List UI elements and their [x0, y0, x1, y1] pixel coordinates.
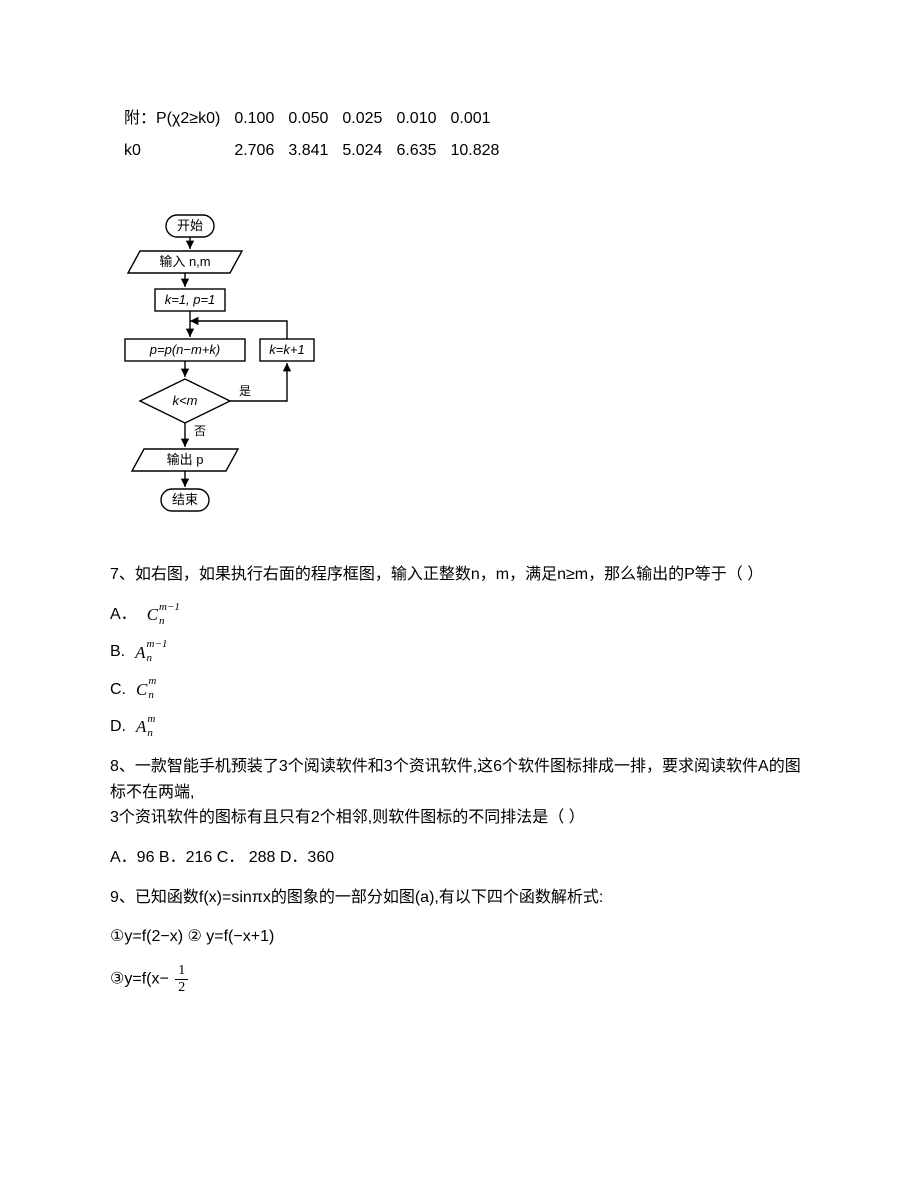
cell-r2-1: 3.841 — [288, 138, 328, 164]
table-row: 附：P(χ2≥k0) 0.100 0.050 0.025 0.010 0.001 — [124, 106, 499, 132]
q9-line3-prefix: ③y=f(x− — [110, 970, 169, 987]
q7-c-sup: m — [148, 677, 156, 687]
chi-square-table: 附：P(χ2≥k0) 0.100 0.050 0.025 0.010 0.001… — [110, 100, 513, 169]
fc-input-label: 输入 n,m — [159, 254, 210, 269]
fc-inc-label: k=k+1 — [269, 342, 304, 357]
q8-line1: 8、一款智能手机预装了3个阅读软件和3个资讯软件,这6个软件图标排成一排，要求阅… — [110, 758, 801, 801]
q7-d-label: D. — [110, 714, 126, 740]
q9-line3: ③y=f(x− 1 2 — [110, 964, 810, 995]
fc-yes-label: 是 — [239, 384, 251, 398]
q9-frac: 1 2 — [175, 964, 188, 995]
fc-cond-label: k<m — [173, 393, 198, 408]
q9-text: 9、已知函数f(x)=sinπx的图象的一部分如图(a),有以下四个函数解析式: — [110, 885, 810, 911]
fc-proc-label: p=p(n−m+k) — [149, 342, 220, 357]
q7-d-sup: m — [147, 715, 155, 725]
q7-c-sub: n — [148, 691, 156, 701]
q7-b-formula: A m−1 n — [135, 639, 167, 666]
q7-text: 7、如右图，如果执行右面的程序框图，输入正整数n，m，满足n≥m，那么输出的P等… — [110, 562, 810, 588]
q8-line2: 3个资讯软件的图标有且只有2个相邻,则软件图标的不同排法是（ ） — [110, 809, 585, 826]
table-row: k0 2.706 3.841 5.024 6.635 10.828 — [124, 138, 499, 164]
q7-c-base: C — [136, 676, 147, 703]
cell-r1-2: 0.025 — [342, 106, 382, 132]
q7-opt-c: C. C m n — [110, 676, 810, 703]
fc-no-label: 否 — [194, 424, 206, 438]
q7-c-formula: C m n — [136, 676, 156, 703]
q7-b-base: A — [135, 639, 145, 666]
q7-a-sup: m−1 — [159, 603, 180, 613]
cell-r2-3: 6.635 — [396, 138, 436, 164]
q8-options: A．96 B．216 C． 288 D．360 — [110, 845, 810, 871]
cell-r1-0: 0.100 — [234, 106, 274, 132]
q7-d-base: A — [136, 713, 146, 740]
cell-r1-1: 0.050 — [288, 106, 328, 132]
cell-r2-0: 2.706 — [234, 138, 274, 164]
cell-r2-2: 5.024 — [342, 138, 382, 164]
fc-init-label: k=1, p=1 — [165, 292, 216, 307]
q7-a-label: A． — [110, 602, 137, 628]
q9-frac-den: 2 — [178, 980, 185, 995]
cell-r1-4: 0.001 — [451, 106, 500, 132]
cell-r2-label: k0 — [124, 138, 220, 164]
q7-d-sub: n — [147, 729, 155, 739]
q7-a-formula: C m−1 n — [147, 601, 180, 628]
q7-opt-d: D. A m n — [110, 713, 810, 740]
q7-b-sub: n — [147, 654, 168, 664]
q7-b-sup: m−1 — [147, 640, 168, 650]
q9-frac-num: 1 — [175, 964, 188, 980]
fc-end-label: 结束 — [172, 492, 198, 507]
q7-b-label: B. — [110, 639, 125, 665]
fc-output-label: 输出 p — [167, 452, 204, 467]
flowchart-svg: 开始 输入 n,m k=1, p=1 p=p(n−m+k) k=k+1 k<m … — [110, 209, 320, 539]
q7-d-formula: A m n — [136, 713, 155, 740]
q7-opt-a: A． C m−1 n — [110, 601, 810, 628]
cell-r1-label: 附：P(χ2≥k0) — [124, 106, 220, 132]
q7-a-base: C — [147, 601, 158, 628]
q7-opt-b: B. A m−1 n — [110, 639, 810, 666]
cell-r1-3: 0.010 — [396, 106, 436, 132]
cell-r2-4: 10.828 — [451, 138, 500, 164]
flowchart-diagram: 开始 输入 n,m k=1, p=1 p=p(n−m+k) k=k+1 k<m … — [110, 209, 810, 548]
q9-line12: ①y=f(2−x) ② y=f(−x+1) — [110, 924, 810, 950]
q7-a-sub: n — [159, 617, 180, 627]
q8-text: 8、一款智能手机预装了3个阅读软件和3个资讯软件,这6个软件图标排成一排，要求阅… — [110, 754, 810, 831]
q7-c-label: C. — [110, 677, 126, 703]
fc-start-label: 开始 — [177, 218, 203, 233]
